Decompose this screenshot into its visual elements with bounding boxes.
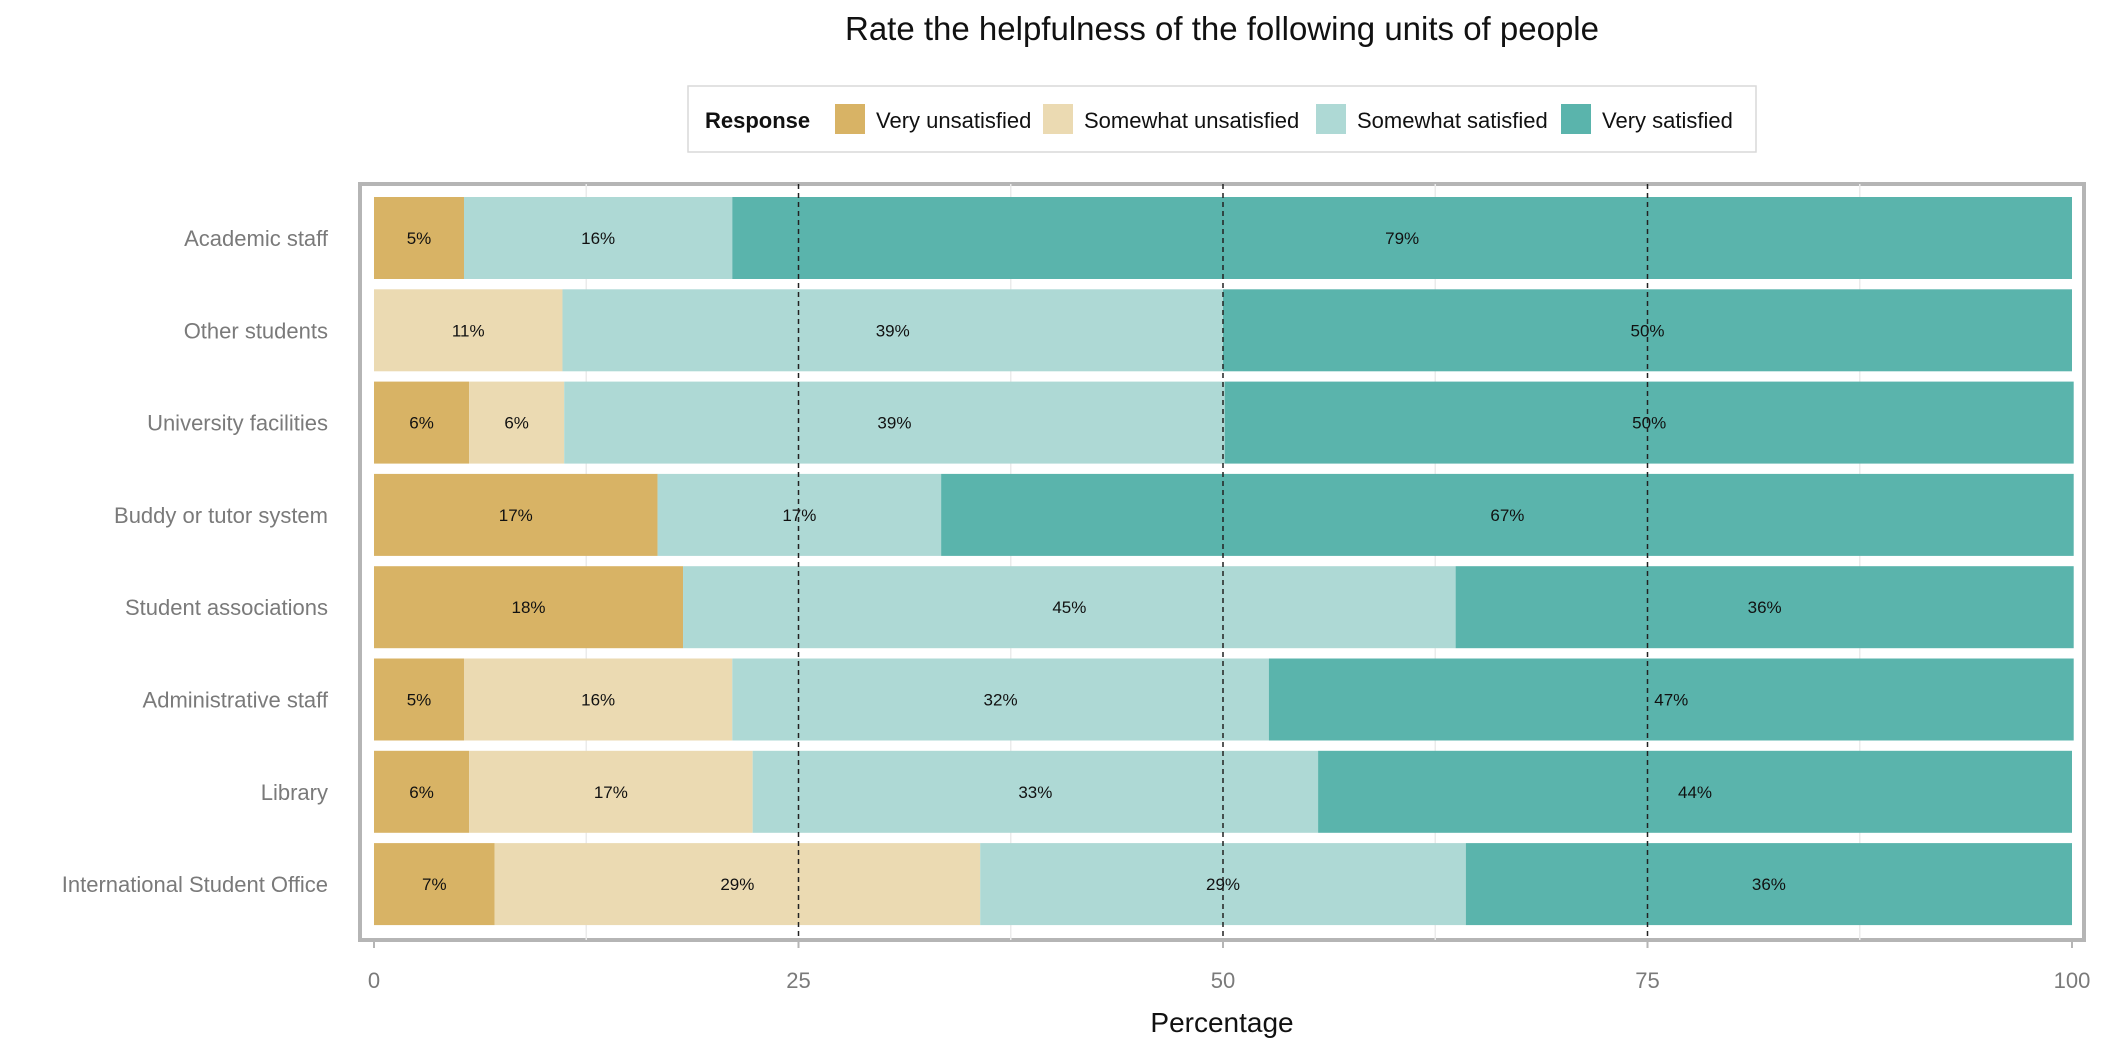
legend-entry-label: Somewhat unsatisfied — [1084, 108, 1299, 133]
bar-value-label: 17% — [499, 506, 533, 525]
bar-value-label: 29% — [720, 875, 754, 894]
y-tick-label: Student associations — [125, 595, 328, 620]
legend-entry-label: Very unsatisfied — [876, 108, 1031, 133]
bar-segment — [732, 197, 2072, 279]
legend-entry-label: Very satisfied — [1602, 108, 1733, 133]
legend-title: Response — [705, 108, 810, 133]
bar-value-label: 79% — [1385, 229, 1419, 248]
bar-value-label: 32% — [984, 691, 1018, 710]
bar-value-label: 5% — [407, 229, 432, 248]
x-tick-label: 0 — [368, 968, 380, 993]
bar-segment — [463, 658, 733, 741]
bar-value-label: 39% — [876, 321, 910, 340]
bar-value-label: 16% — [581, 691, 615, 710]
bar-value-label: 44% — [1678, 783, 1712, 802]
bar-value-label: 11% — [452, 321, 485, 340]
legend-key — [1043, 104, 1073, 134]
y-tick-label: International Student Office — [62, 872, 328, 897]
x-tick-label: 100 — [2054, 968, 2091, 993]
bar-value-label: 6% — [409, 414, 434, 433]
bar-segment — [683, 566, 1456, 649]
bar-segment — [374, 750, 470, 833]
bar-segment — [374, 658, 464, 741]
legend-entry-label: Somewhat satisfied — [1357, 108, 1548, 133]
x-tick-label: 50 — [1211, 968, 1235, 993]
bar-value-label: 7% — [422, 875, 447, 894]
bar-segment — [374, 381, 470, 464]
bar-value-label: 17% — [594, 783, 628, 802]
bar-value-label: 67% — [1490, 506, 1524, 525]
bar-segment — [463, 197, 733, 279]
x-tick-label: 75 — [1635, 968, 1659, 993]
bar-value-label: 50% — [1632, 414, 1666, 433]
y-tick-label: Buddy or tutor system — [114, 503, 328, 528]
legend-key — [835, 104, 865, 134]
bar-value-label: 45% — [1052, 598, 1086, 617]
bar-segment — [732, 658, 1269, 741]
bar-segment — [752, 750, 1319, 833]
legend-key — [1561, 104, 1591, 134]
bar-segment — [941, 473, 2074, 556]
bar-value-label: 5% — [407, 691, 432, 710]
bar-segment — [494, 843, 981, 926]
y-tick-label: University facilities — [147, 411, 328, 436]
bar-value-label: 33% — [1018, 783, 1052, 802]
bar-segment — [1455, 566, 2074, 649]
bar-value-label: 17% — [782, 506, 816, 525]
bar-segment — [374, 473, 658, 556]
y-tick-label: Other students — [184, 318, 328, 343]
x-tick-label: 25 — [786, 968, 810, 993]
bar-segment — [374, 289, 563, 372]
bar-segment — [980, 843, 1466, 926]
bar-value-label: 29% — [1206, 875, 1240, 894]
bar-segment — [657, 473, 942, 556]
bar-segment — [1224, 381, 2074, 464]
bar-segment — [374, 566, 684, 649]
bar-segment — [1268, 658, 2074, 741]
bar-value-label: 36% — [1748, 598, 1782, 617]
bar-value-label: 6% — [504, 414, 529, 433]
bar-segment — [564, 381, 1225, 464]
x-axis-label: Percentage — [1150, 1007, 1293, 1038]
chart-title: Rate the helpfulness of the following un… — [845, 10, 1599, 47]
bar-value-label: 6% — [409, 783, 434, 802]
y-tick-label: Library — [261, 780, 328, 805]
bar-value-label: 18% — [512, 598, 546, 617]
bar-segment — [562, 289, 1223, 372]
bar-value-label: 47% — [1654, 691, 1688, 710]
bar-segment — [469, 750, 753, 833]
plot-area: 5% 16% 79%11% 39% 50%6% 6% 39% 50%17% 17% 67%18% 4… — [62, 182, 2091, 993]
bar-value-label: 16% — [581, 229, 615, 248]
legend-key — [1316, 104, 1346, 134]
legend: Response Very unsatisfied Somewhat unsatis… — [687, 85, 1757, 153]
y-tick-label: Academic staff — [184, 226, 329, 251]
y-tick-label: Administrative staff — [143, 688, 329, 713]
bar-segment — [469, 381, 565, 464]
bar-segment — [1465, 843, 2072, 926]
bar-segment — [374, 843, 495, 926]
bar-value-label: 39% — [877, 414, 911, 433]
bar-value-label: 36% — [1752, 875, 1786, 894]
bar-segment — [1318, 750, 2072, 833]
bar-segment — [374, 197, 464, 279]
